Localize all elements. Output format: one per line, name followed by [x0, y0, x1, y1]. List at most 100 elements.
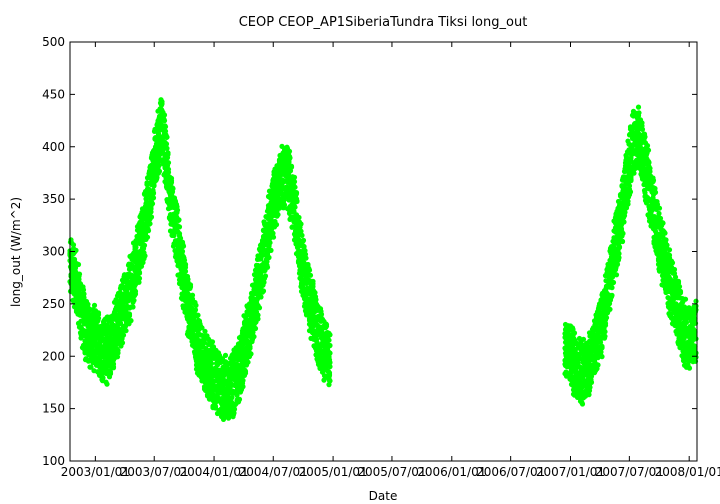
x-tick-label: 2007/07/01 — [595, 465, 664, 479]
data-point — [110, 365, 117, 371]
data-point — [579, 401, 586, 407]
data-point — [85, 301, 91, 307]
data-point — [88, 364, 94, 370]
data-point — [292, 184, 298, 190]
data-point — [179, 248, 186, 254]
data-point — [587, 384, 593, 390]
chart-title: CEOP CEOP_AP1SiberiaTundra Tiksi long_ou… — [239, 15, 528, 30]
data-point — [126, 311, 133, 317]
data-point — [181, 257, 188, 263]
data-point — [693, 336, 699, 342]
data-point — [176, 217, 182, 223]
data-point — [693, 350, 699, 356]
data-point — [159, 99, 165, 105]
data-point — [620, 230, 626, 237]
data-point — [682, 296, 689, 302]
data-point — [298, 221, 304, 227]
data-point — [327, 359, 333, 366]
data-point — [693, 298, 699, 304]
data-point — [81, 295, 87, 301]
data-point — [229, 394, 235, 401]
data-point — [644, 143, 651, 149]
data-point — [260, 288, 267, 294]
data-point — [663, 237, 669, 243]
data-point — [625, 201, 631, 207]
data-point — [180, 243, 187, 249]
data-point — [266, 254, 272, 261]
data-point — [639, 126, 646, 132]
data-point — [656, 205, 663, 211]
data-point — [645, 147, 652, 153]
data-point — [240, 384, 246, 390]
data-point — [313, 297, 319, 303]
data-point — [270, 234, 277, 240]
data-point — [306, 267, 313, 273]
data-point — [123, 328, 129, 334]
data-point — [151, 183, 157, 189]
data-point — [664, 242, 670, 248]
data-point — [236, 396, 243, 402]
data-point — [162, 128, 169, 134]
data-point — [660, 220, 666, 226]
data-point — [209, 339, 216, 345]
data-point — [148, 214, 155, 220]
y-tick-label: 250 — [42, 297, 65, 311]
data-point — [669, 260, 676, 266]
data-point — [148, 209, 154, 215]
data-point — [261, 279, 267, 285]
data-point — [599, 343, 605, 349]
data-point — [80, 287, 87, 293]
data-point — [303, 255, 309, 261]
data-point — [267, 240, 273, 246]
data-point — [603, 315, 610, 321]
data-point — [73, 247, 79, 253]
x-tick-label: 2003/07/01 — [120, 465, 189, 479]
data-point — [91, 302, 98, 308]
data-point — [287, 155, 293, 161]
data-point — [318, 311, 325, 317]
y-tick-label: 500 — [42, 35, 65, 49]
y-tick-label: 350 — [42, 192, 65, 206]
data-point — [208, 360, 215, 367]
data-point — [599, 354, 605, 360]
data-point — [656, 210, 662, 217]
data-point — [293, 190, 300, 196]
data-point — [132, 291, 139, 297]
data-point — [170, 186, 176, 192]
data-point — [247, 345, 253, 351]
data-point — [190, 317, 197, 323]
data-point — [270, 230, 276, 236]
data-point — [264, 264, 271, 270]
data-point — [252, 325, 259, 332]
data-point — [165, 169, 172, 175]
data-point — [222, 352, 229, 358]
data-point — [595, 362, 601, 368]
data-point — [686, 365, 693, 371]
data-point — [149, 201, 156, 207]
data-point — [136, 275, 143, 281]
data-point — [635, 104, 642, 110]
data-point — [602, 329, 608, 335]
y-tick-label: 300 — [42, 245, 65, 259]
data-point — [300, 237, 307, 243]
x-tick-label: 2004/07/01 — [239, 465, 308, 479]
data-point — [666, 252, 673, 258]
data-point — [164, 145, 170, 151]
data-point — [142, 253, 148, 259]
data-point — [76, 271, 83, 277]
data-point — [145, 228, 152, 234]
data-point — [231, 406, 238, 412]
data-point — [185, 276, 191, 282]
data-point — [248, 351, 254, 357]
data-point — [75, 261, 82, 268]
data-point — [292, 204, 298, 210]
data-points — [67, 97, 699, 422]
data-point — [255, 312, 261, 318]
data-point — [676, 284, 683, 290]
data-point — [675, 278, 682, 284]
data-point — [133, 244, 139, 250]
data-point — [327, 342, 333, 349]
data-point — [165, 150, 171, 156]
y-tick-label: 200 — [42, 349, 65, 363]
